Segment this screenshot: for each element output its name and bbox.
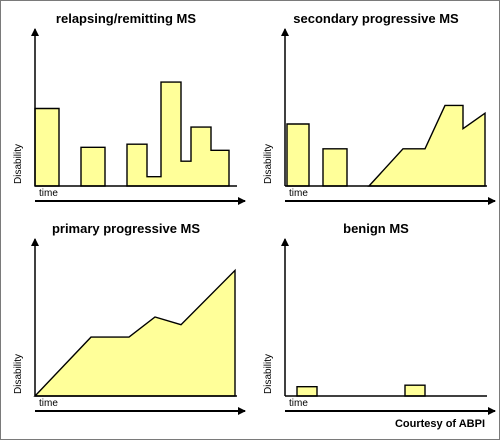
credit-text: Courtesy of ABPI (394, 418, 485, 430)
x-axis-label: time (39, 188, 58, 199)
chart-svg: Disability time (13, 28, 246, 205)
panel-secondary-progressive: secondary progressive MS Disability time (251, 1, 500, 211)
disability-area (80, 146, 106, 187)
panel-primary-progressive: primary progressive MS Disability time (1, 211, 251, 421)
panel-title: benign MS (343, 221, 409, 236)
panel-relapsing-remitting: relapsing/remitting MS Disability time (1, 1, 251, 211)
disability-area (33, 268, 236, 397)
y-axis-label: Disability (263, 144, 274, 184)
x-axis-label: time (39, 398, 58, 409)
x-axis-label: time (289, 188, 308, 199)
disability-area (367, 104, 486, 187)
y-axis-label: Disability (263, 354, 274, 394)
disability-area (34, 107, 60, 187)
chart-svg: Disability time (263, 238, 496, 415)
y-axis-label: Disability (13, 354, 24, 394)
disability-area (126, 81, 230, 187)
disability-area (404, 384, 426, 397)
chart-svg: Disability time (13, 238, 246, 415)
panel-title: secondary progressive MS (293, 11, 459, 26)
disability-area (322, 148, 348, 187)
chart-svg: Disability time (263, 28, 496, 205)
panel-title: primary progressive MS (51, 221, 201, 236)
panel-benign: benign MS Disability time (251, 211, 500, 421)
disability-area (286, 123, 310, 187)
panel-title: relapsing/remitting MS (55, 11, 197, 26)
disability-area (296, 385, 318, 397)
y-axis-label: Disability (13, 144, 24, 184)
x-axis-label: time (289, 398, 308, 409)
